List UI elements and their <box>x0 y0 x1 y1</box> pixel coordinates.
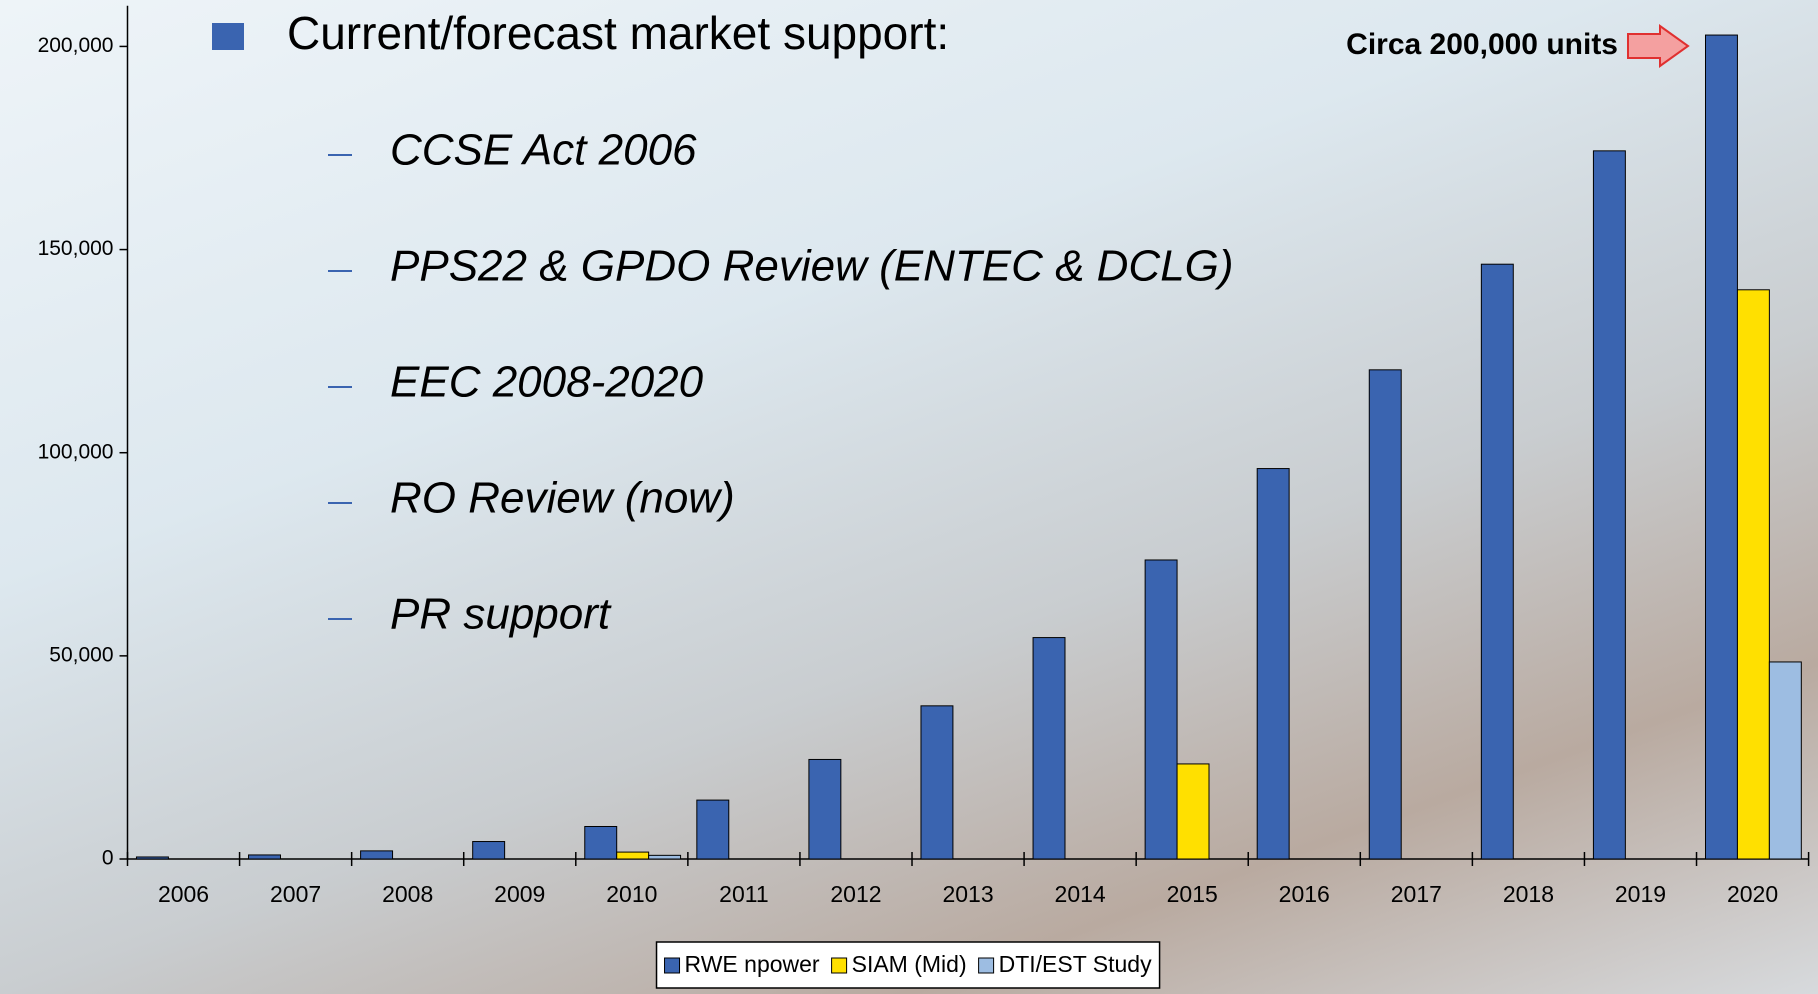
legend-label: RWE npower <box>685 951 820 977</box>
legend-label: SIAM (Mid) <box>852 951 967 977</box>
x-tick-label: 2006 <box>158 881 209 907</box>
bar <box>809 759 841 859</box>
bar <box>1177 764 1209 859</box>
bar <box>473 842 505 859</box>
x-tick-label: 2019 <box>1615 881 1666 907</box>
y-tick-label: 100,000 <box>38 440 114 463</box>
legend-label: DTI/EST Study <box>999 951 1152 977</box>
bar <box>1481 264 1513 859</box>
x-tick-label: 2020 <box>1727 881 1778 907</box>
x-tick-label: 2018 <box>1503 881 1554 907</box>
item-text: RO Review (now) <box>390 474 735 523</box>
y-tick-label: 0 <box>102 847 114 870</box>
x-tick-label: 2008 <box>382 881 433 907</box>
bar <box>361 851 393 859</box>
bar <box>1593 151 1625 859</box>
bar <box>617 852 649 859</box>
item-text: EEC 2008-2020 <box>390 358 704 407</box>
item-text: CCSE Act 2006 <box>390 126 697 175</box>
bar <box>1769 662 1801 859</box>
bar <box>1145 560 1177 859</box>
x-tick-label: 2014 <box>1055 881 1106 907</box>
x-tick-label: 2009 <box>494 881 545 907</box>
x-tick-label: 2013 <box>942 881 993 907</box>
y-tick-label: 200,000 <box>38 34 114 57</box>
bar <box>1369 370 1401 859</box>
item-text: PR support <box>390 590 612 639</box>
panel-heading: Current/forecast market support: <box>287 7 949 59</box>
item-text: PPS22 & GPDO Review (ENTEC & DCLG) <box>390 242 1234 291</box>
y-tick-label: 150,000 <box>38 237 114 260</box>
legend-swatch <box>665 958 680 973</box>
chart: Current/forecast market support: CCSE Ac… <box>0 0 1818 994</box>
legend-swatch <box>979 958 994 973</box>
x-tick-label: 2007 <box>270 881 321 907</box>
bullet-square <box>212 23 244 50</box>
bar <box>585 826 617 859</box>
bar <box>1033 638 1065 859</box>
x-tick-label: 2015 <box>1167 881 1218 907</box>
annotation: Circa 200,000 units <box>1346 28 1618 61</box>
bar <box>921 706 953 859</box>
bar <box>649 855 681 859</box>
legend-swatch <box>832 958 847 973</box>
y-tick-label: 50,000 <box>49 643 113 666</box>
x-tick-label: 2010 <box>606 881 657 907</box>
page: Current/forecast market support: CCSE Ac… <box>0 0 1818 994</box>
bar <box>697 800 729 859</box>
legend: RWE npower SIAM (Mid) DTI/EST Study <box>657 942 1160 988</box>
bar <box>1705 35 1737 859</box>
bar <box>1737 290 1769 859</box>
bar <box>136 857 168 859</box>
x-tick-label: 2012 <box>830 881 881 907</box>
x-tick-label: 2016 <box>1279 881 1330 907</box>
bullet-items: CCSE Act 2006 PPS22 & GPDO Review (ENTEC … <box>328 126 1234 639</box>
bar <box>249 855 281 859</box>
bar <box>1257 469 1289 859</box>
x-tick-label: 2011 <box>719 881 768 907</box>
x-tick-label: 2017 <box>1391 881 1442 907</box>
annotation-arrow <box>1628 26 1688 66</box>
